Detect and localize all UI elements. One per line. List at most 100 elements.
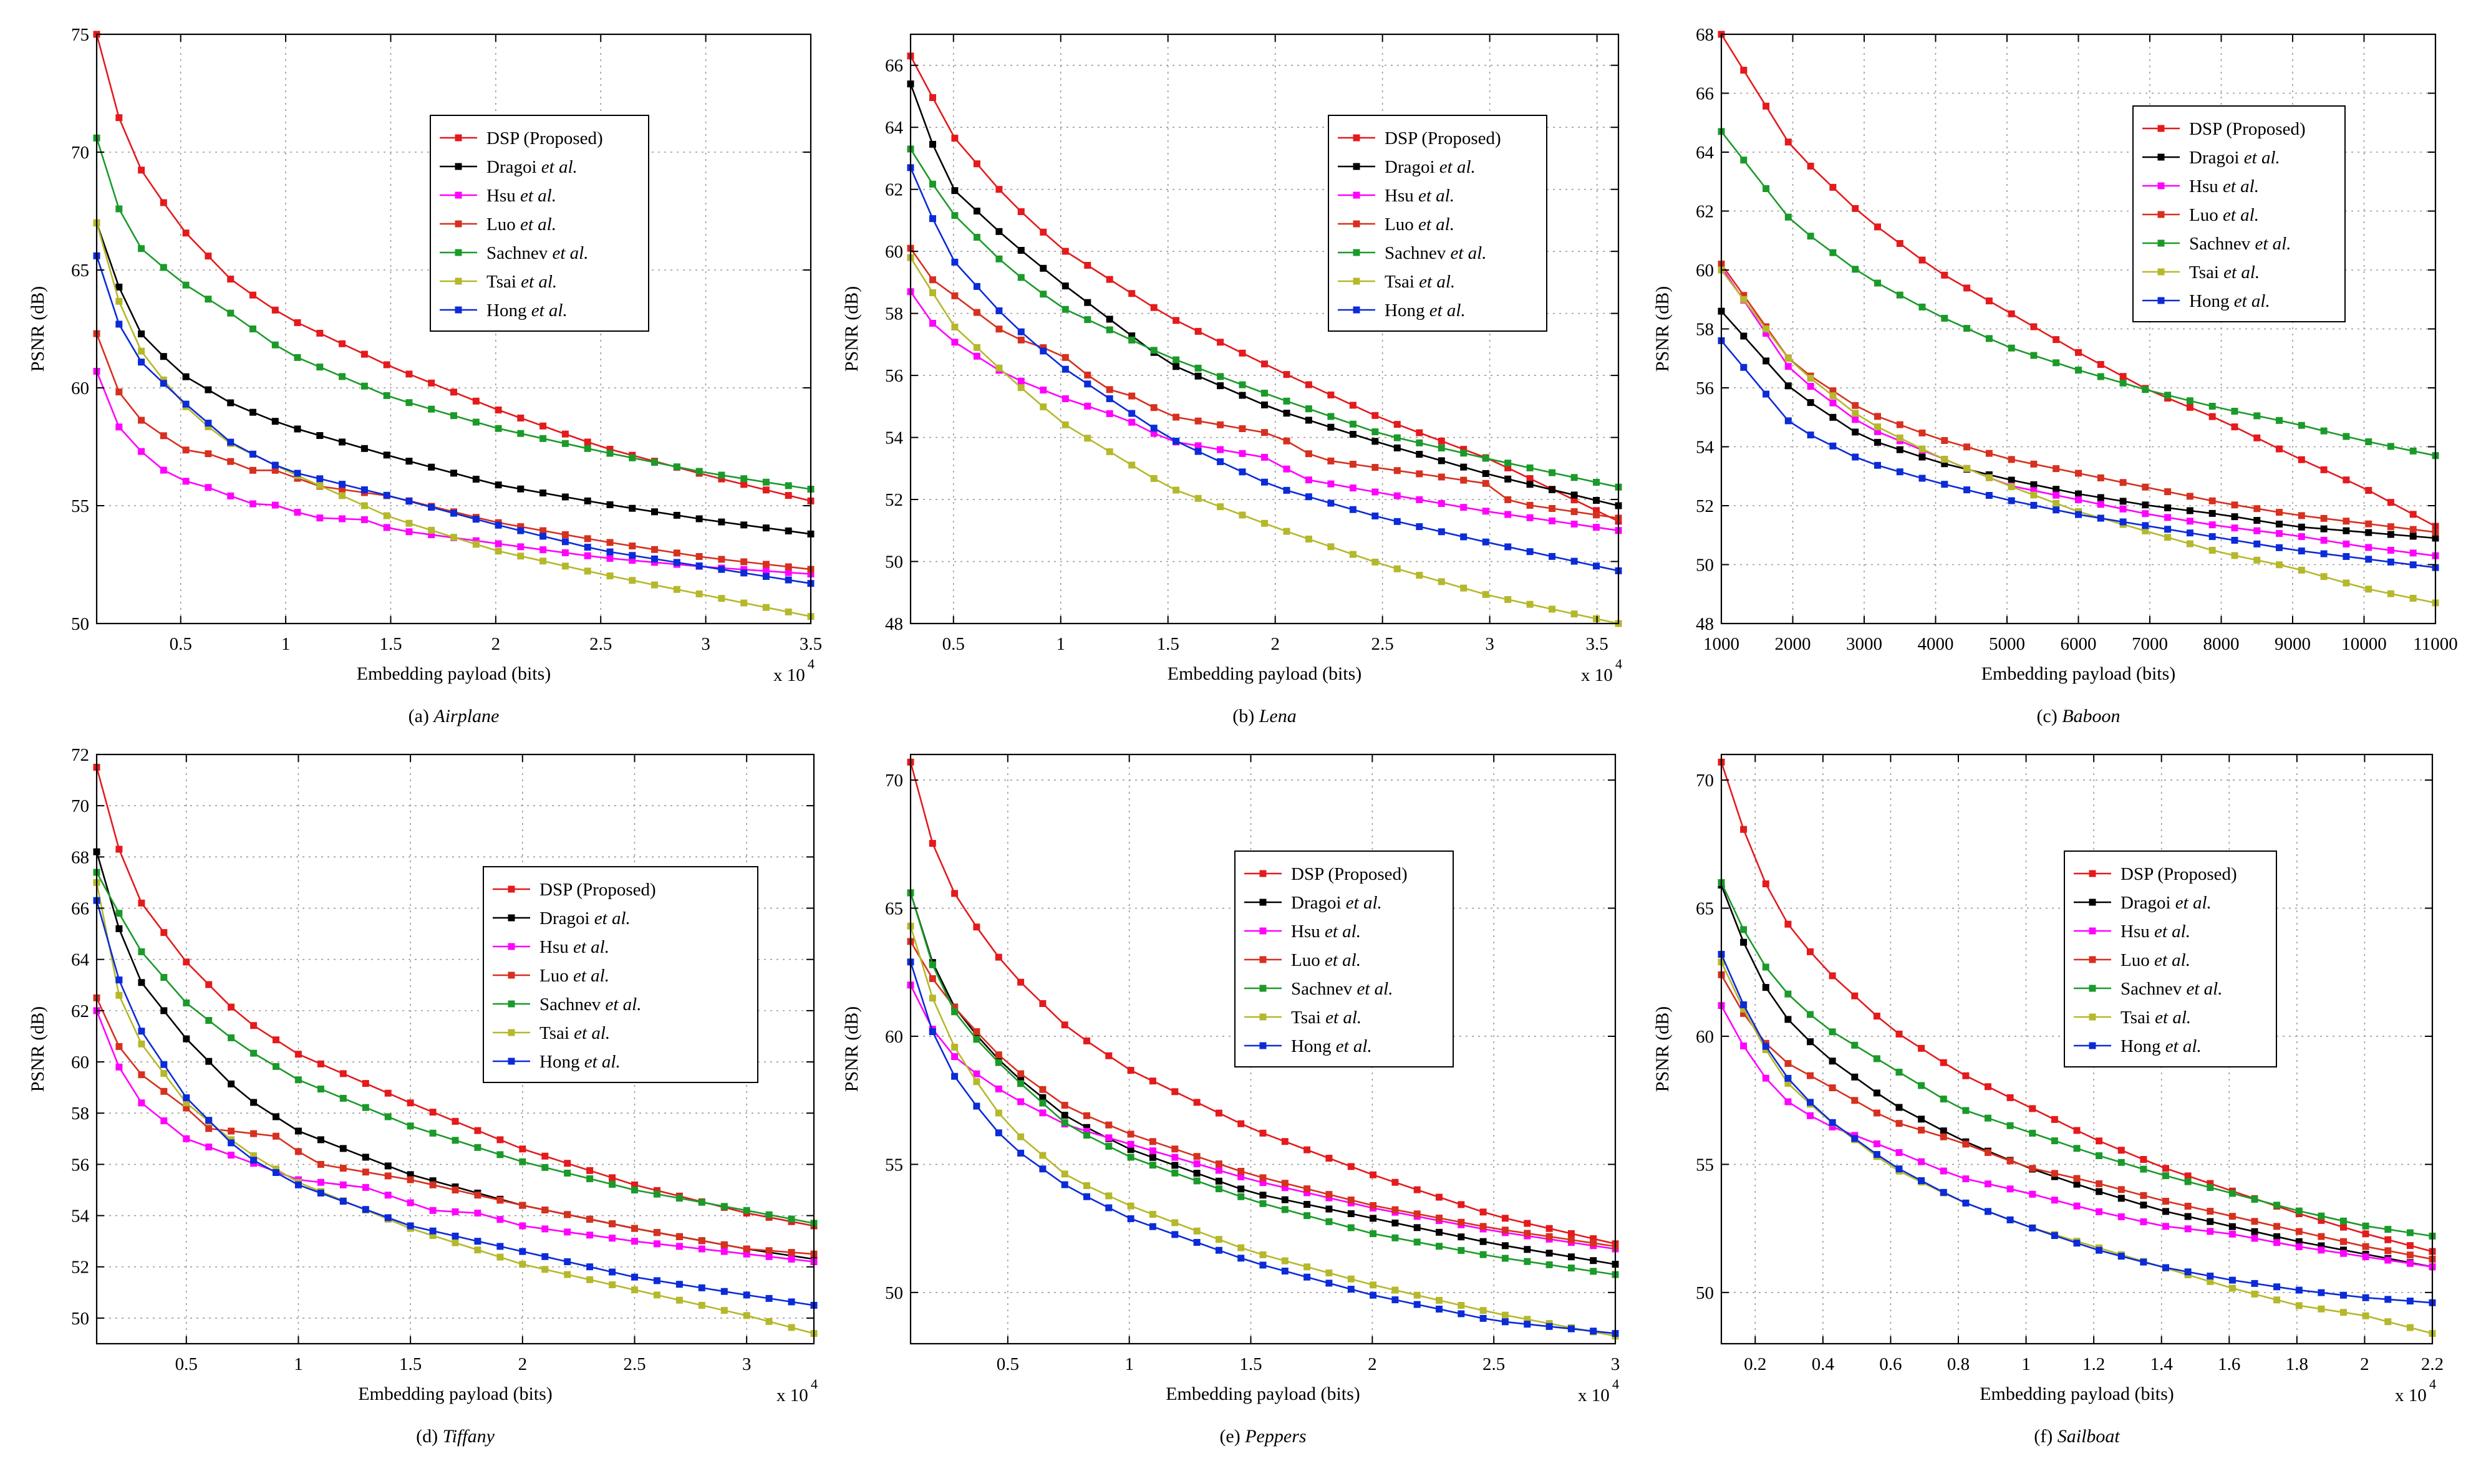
data-point [339,1181,347,1188]
legend-label: DSP (Proposed) [1385,128,1501,148]
y-tick-label: 60 [71,378,89,398]
y-tick-label: 75 [71,25,89,45]
data-point [1784,1098,1792,1106]
data-point [929,840,936,847]
legend-marker [455,191,462,199]
data-point [609,1235,616,1242]
data-point [1347,1286,1355,1293]
legend-label: Hsu et al. [2121,922,2190,942]
data-point [2340,1238,2347,1245]
data-point [1061,1112,1068,1119]
data-point [1261,429,1268,436]
data-point [115,320,123,328]
data-point [1829,1084,1836,1092]
data-point [405,370,413,378]
data-point [1570,508,1578,516]
data-point [1105,1134,1113,1142]
legend-marker [2157,125,2165,132]
data-point [205,1017,213,1024]
data-point [1549,605,1556,613]
data-point [1217,373,1224,380]
data-point [2340,1217,2347,1225]
data-point [2186,403,2193,411]
data-point [1259,1129,1267,1137]
data-point [1784,355,1792,362]
data-point [1895,1104,1903,1111]
data-point [429,1109,437,1116]
legend-marker [2157,211,2165,218]
x-scale-exponent: 4 [811,1376,818,1392]
y-tick-label: 50 [885,552,903,572]
data-point [1873,1109,1880,1117]
data-point [718,471,725,479]
data-point [2409,561,2417,569]
data-point [740,481,748,488]
data-point [2273,1233,2281,1240]
data-point [1040,387,1047,394]
x-scale-multiplier: x 10 [1581,665,1613,685]
data-point [1194,364,1202,372]
data-point [743,1312,750,1319]
data-point [1963,284,1971,292]
data-point [1128,290,1136,297]
data-point [1807,1038,1814,1046]
data-point [1416,451,1423,458]
data-point [2075,490,2082,498]
data-point [1171,1145,1179,1153]
data-point [1918,1115,1925,1123]
data-point [673,511,680,519]
data-point [2006,1094,2014,1101]
data-point [2140,1218,2147,1225]
data-point [951,292,959,299]
data-point [973,282,980,290]
x-tick-label: 4000 [1918,634,1954,654]
data-point [2208,413,2216,420]
legend-marker [1259,1013,1267,1021]
data-point [673,585,680,593]
data-point [1545,1233,1553,1240]
data-point [2117,1213,2125,1220]
data-point [1039,1099,1047,1107]
data-point [474,1192,481,1199]
data-point [2030,481,2038,488]
data-point [951,212,959,219]
data-point [1526,475,1534,482]
data-point [1851,1097,1859,1104]
data-point [1349,461,1356,468]
data-point [2318,1217,2325,1224]
data-point [1393,565,1401,572]
data-point [1873,1140,1880,1147]
data-point [1438,500,1445,507]
data-point [564,1228,571,1236]
data-point [384,1162,392,1170]
data-point [1305,381,1312,388]
data-point [973,1102,980,1110]
data-point [2096,1180,2103,1187]
data-point [1807,399,1814,407]
subfigure-caption: (e) Peppers [1219,1426,1306,1447]
data-point [2320,550,2328,557]
data-point [383,361,390,369]
x-tick-label: 1.6 [2218,1354,2240,1374]
data-point [2208,509,2216,517]
data-point [651,459,658,466]
data-point [1438,445,1445,451]
data-point [160,1117,168,1124]
data-point [2006,1157,2014,1165]
data-point [452,1117,459,1125]
data-point [115,1043,123,1050]
chart-airplane: 0.5 1 1.5 2 2.5 3 3.5 50 55 60 65 70 75 Embedding pay… [27,25,822,726]
data-point [2228,1223,2236,1230]
data-point [115,423,123,431]
data-point [2006,1122,2014,1129]
data-point [519,1202,526,1209]
data-point [1807,375,1814,382]
data-point [653,1229,660,1236]
data-point [1985,335,1993,342]
data-point [160,466,167,474]
data-point [2228,1213,2236,1220]
data-point [517,527,525,534]
legend-marker [2089,927,2096,935]
data-point [2008,476,2015,484]
data-point [1460,584,1468,592]
